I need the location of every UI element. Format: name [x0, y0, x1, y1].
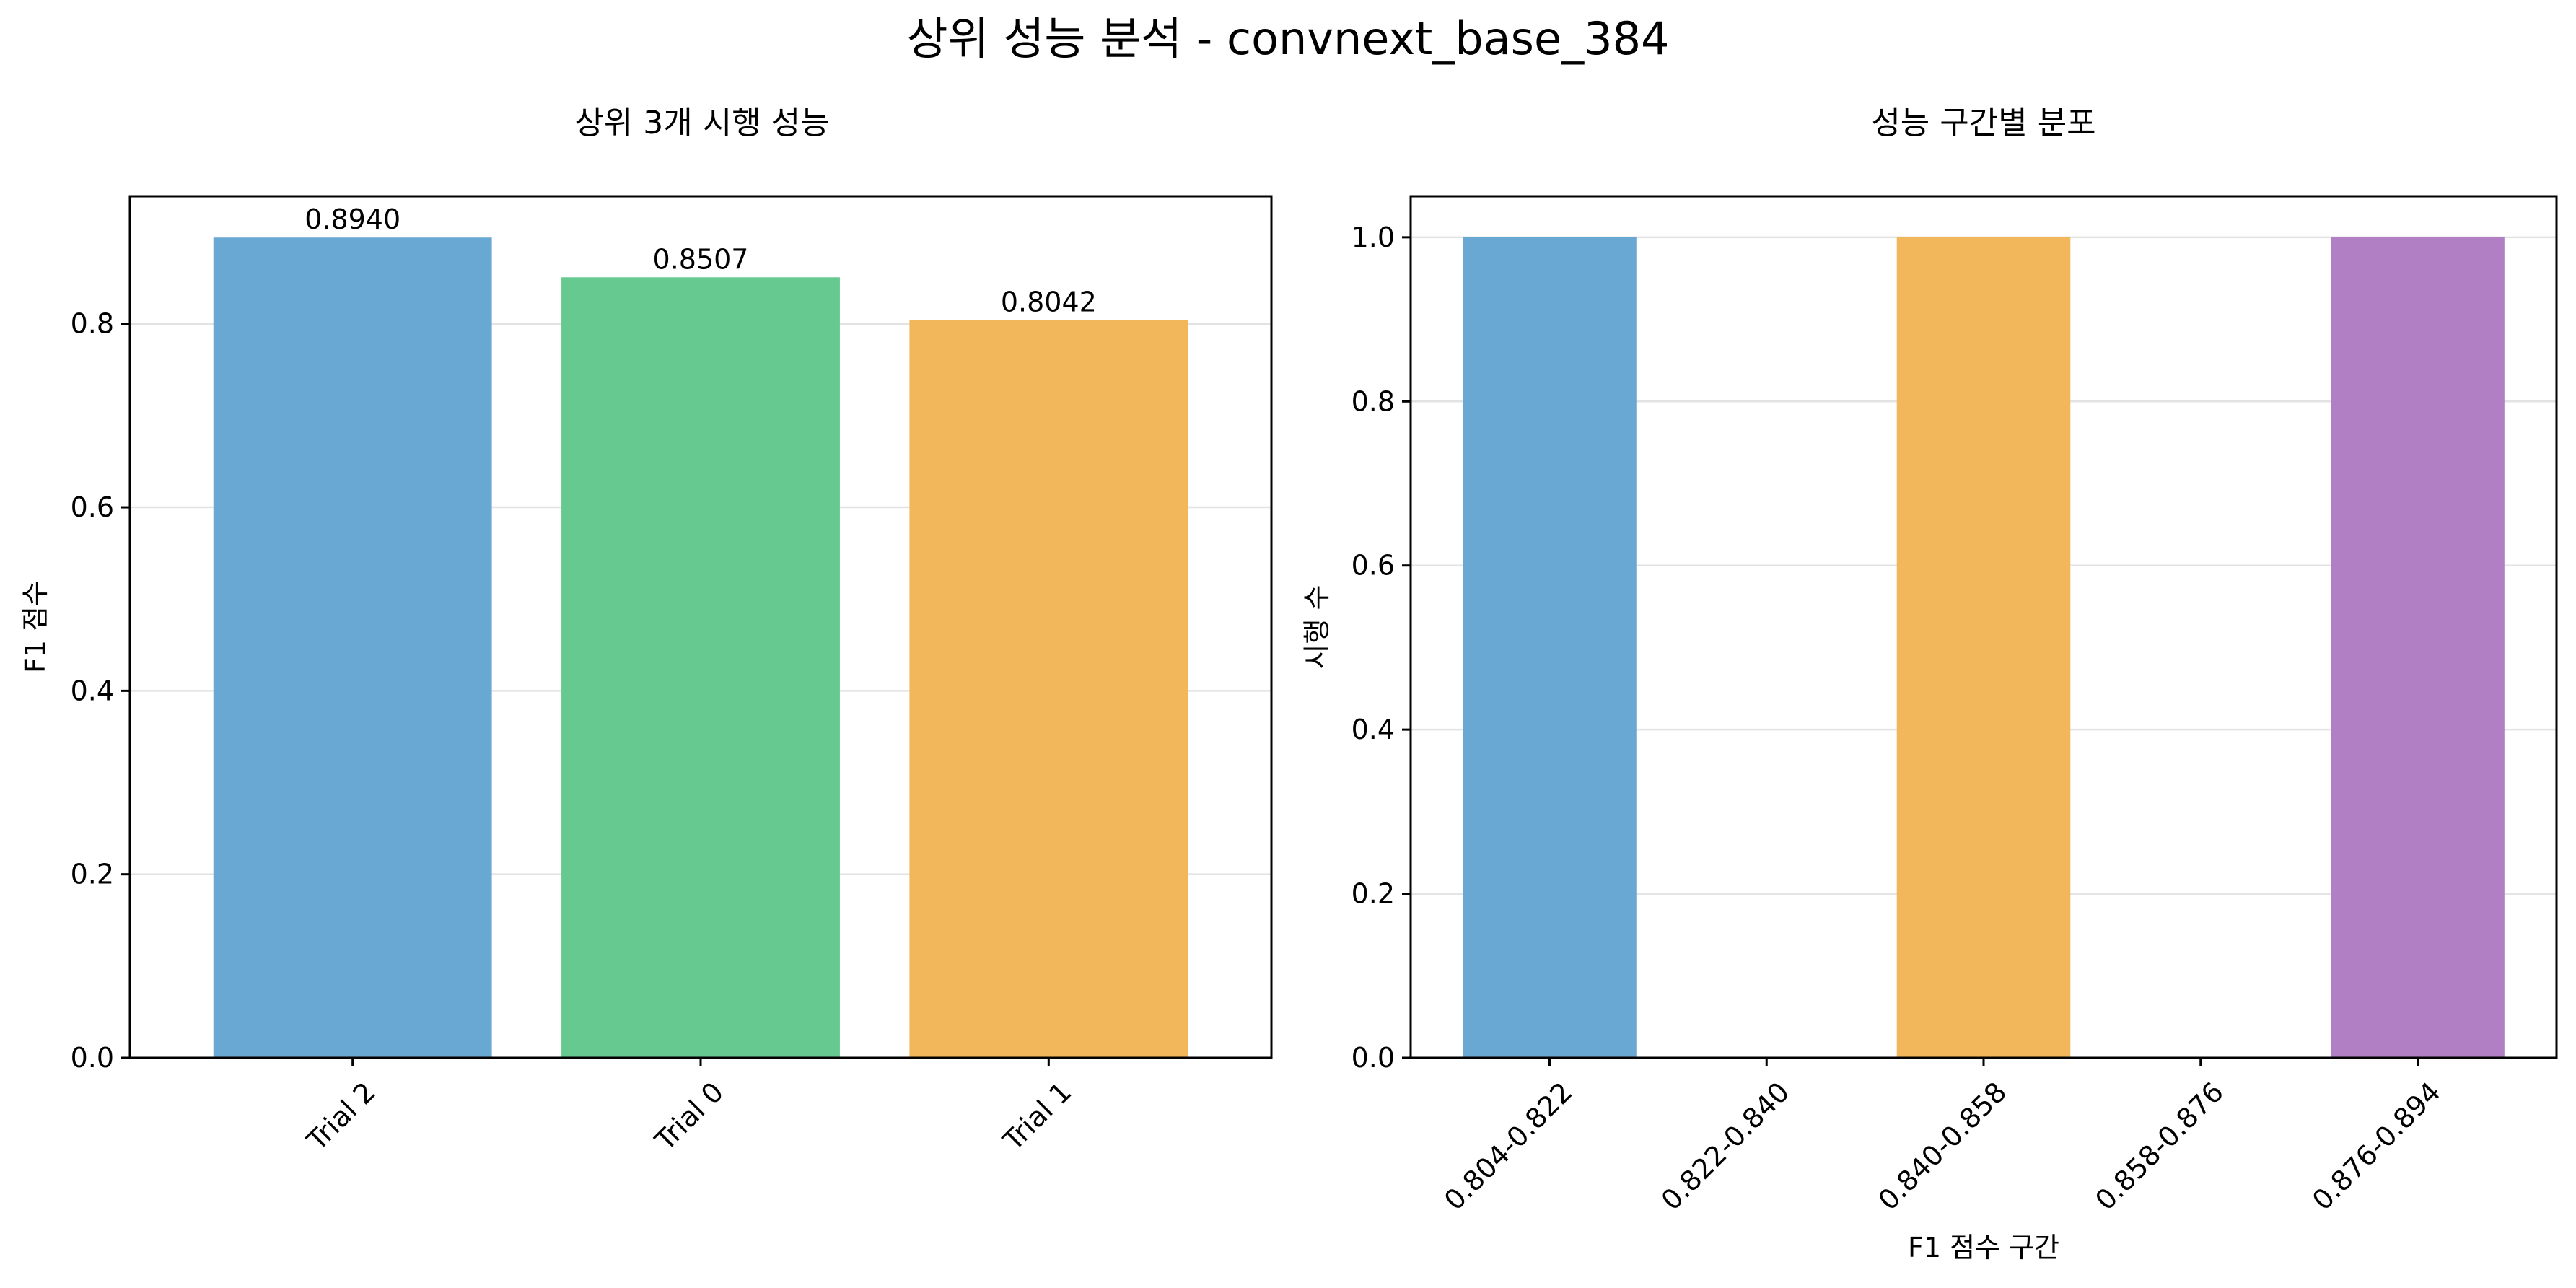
figure-title: 상위 성능 분석 - convnext_base_384: [907, 12, 1670, 65]
y-tick-label: 0.4: [1351, 714, 1395, 745]
bar-0-804-0-822: [1463, 237, 1637, 1058]
y-tick-label: 0.4: [71, 675, 114, 706]
bar-trial-0: [561, 277, 840, 1058]
bars: [1463, 237, 2505, 1058]
y-tick-label: 1.0: [1351, 222, 1395, 253]
y-axis-label: F1 점수: [19, 581, 51, 673]
y-tick-label: 0.2: [71, 859, 114, 890]
chart-title: 상위 3개 시행 성능: [574, 105, 829, 141]
chart-score-distribution: 성능 구간별 분포 0.0 0.2 0.4 0.6 0.8 1.0 0.804-0.822…: [1301, 105, 2558, 1263]
data-labels: 0.8940 0.8507 0.8042: [305, 203, 1097, 317]
x-tick-label: 0.822-0.840: [1655, 1076, 1796, 1217]
bar-0-876-0-894: [2331, 237, 2505, 1058]
y-tick-label: 0.0: [1351, 1042, 1395, 1074]
data-label: 0.8507: [653, 243, 749, 275]
chart-title: 성능 구간별 분포: [1871, 105, 2095, 141]
x-tick-label: 0.858-0.876: [2089, 1076, 2230, 1217]
x-tick-label: 0.876-0.894: [2306, 1076, 2447, 1217]
y-tick-label: 0.2: [1351, 878, 1395, 910]
data-label: 0.8940: [305, 203, 400, 235]
bars: [213, 237, 1188, 1058]
y-tick-label: 0.0: [71, 1042, 114, 1074]
x-tick-label: Trial 2: [300, 1076, 381, 1157]
bar-0-840-0-858: [1896, 237, 2071, 1058]
bar-trial-2: [213, 237, 492, 1058]
y-ticks: 0.0 0.2 0.4 0.6 0.8 1.0: [1351, 222, 1411, 1074]
y-ticks: 0.0 0.2 0.4 0.6 0.8: [71, 308, 130, 1074]
x-ticks: 0.804-0.822 0.822-0.840 0.840-0.858 0.858-0…: [1438, 1058, 2447, 1217]
y-tick-label: 0.6: [1351, 550, 1395, 582]
chart-top-trials: 상위 3개 시행 성능 0.8940 0.8507 0.8042 0.0 0.2 0.4…: [19, 105, 1273, 1157]
x-tick-label: 0.840-0.858: [1872, 1076, 2012, 1217]
x-ticks: Trial 2 Trial 0 Trial 1: [300, 1058, 1077, 1157]
y-tick-label: 0.8: [71, 308, 114, 340]
x-tick-label: Trial 1: [996, 1076, 1077, 1157]
x-tick-label: Trial 0: [649, 1076, 730, 1157]
data-label: 0.8042: [1001, 286, 1097, 317]
x-axis-label: F1 점수 구간: [1908, 1232, 2059, 1263]
y-axis-label: 시행 수: [1301, 585, 1333, 670]
x-tick-label: 0.804-0.822: [1438, 1076, 1579, 1217]
y-tick-label: 0.6: [71, 491, 114, 523]
y-tick-label: 0.8: [1351, 385, 1395, 417]
bar-trial-1: [909, 320, 1188, 1058]
